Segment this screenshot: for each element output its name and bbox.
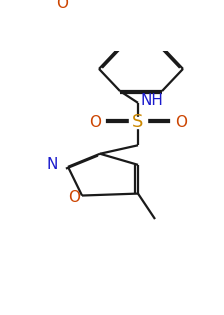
Bar [129, 117, 147, 128]
Text: O: O [68, 190, 80, 205]
Text: NH: NH [141, 93, 164, 108]
Text: N: N [46, 158, 58, 172]
Text: S: S [132, 113, 144, 131]
Text: O: O [175, 115, 187, 130]
Text: O: O [89, 115, 101, 130]
Text: O: O [56, 0, 68, 11]
